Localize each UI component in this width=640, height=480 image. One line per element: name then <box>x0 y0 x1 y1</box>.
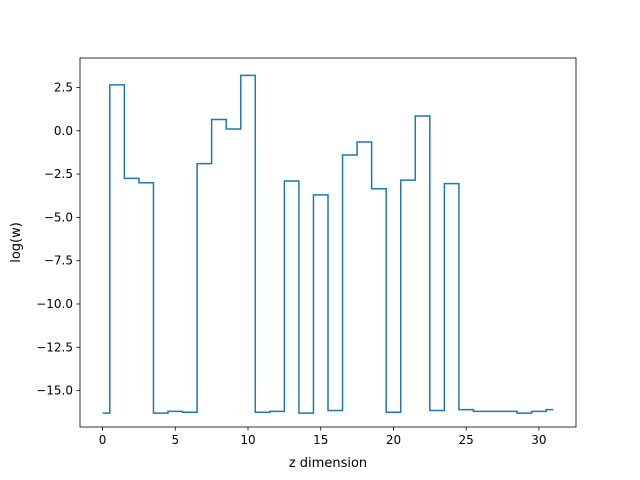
x-tick-label: 10 <box>240 433 255 447</box>
x-tick-label: 0 <box>99 433 107 447</box>
x-tick-label: 5 <box>171 433 179 447</box>
y-tick-label: −12.5 <box>36 340 73 354</box>
y-tick-label: 2.5 <box>54 80 73 94</box>
y-tick-label: −5.0 <box>44 210 73 224</box>
axes-frame <box>79 57 577 428</box>
x-axis-label: z dimension <box>289 456 367 471</box>
y-axis-label: log(w) <box>9 222 24 263</box>
y-tick-label: −2.5 <box>44 167 73 181</box>
series-line <box>102 74 554 414</box>
plot-area <box>102 74 554 414</box>
x-tick-label: 30 <box>531 433 546 447</box>
y-tick-label: −7.5 <box>44 254 73 268</box>
x-tick-label: 20 <box>386 433 401 447</box>
y-tick-label: 0.0 <box>54 124 73 138</box>
x-tick-label: 15 <box>313 433 328 447</box>
y-tick-label: −10.0 <box>36 297 73 311</box>
y-axis: −15.0 −12.5 −10.0 −7.5 −5.0 −2.5 0.0 2.5 <box>36 80 80 398</box>
y-tick-label: −15.0 <box>36 384 73 398</box>
x-tick-label: 25 <box>459 433 474 447</box>
x-axis: 0 5 10 15 20 25 30 <box>99 427 547 447</box>
